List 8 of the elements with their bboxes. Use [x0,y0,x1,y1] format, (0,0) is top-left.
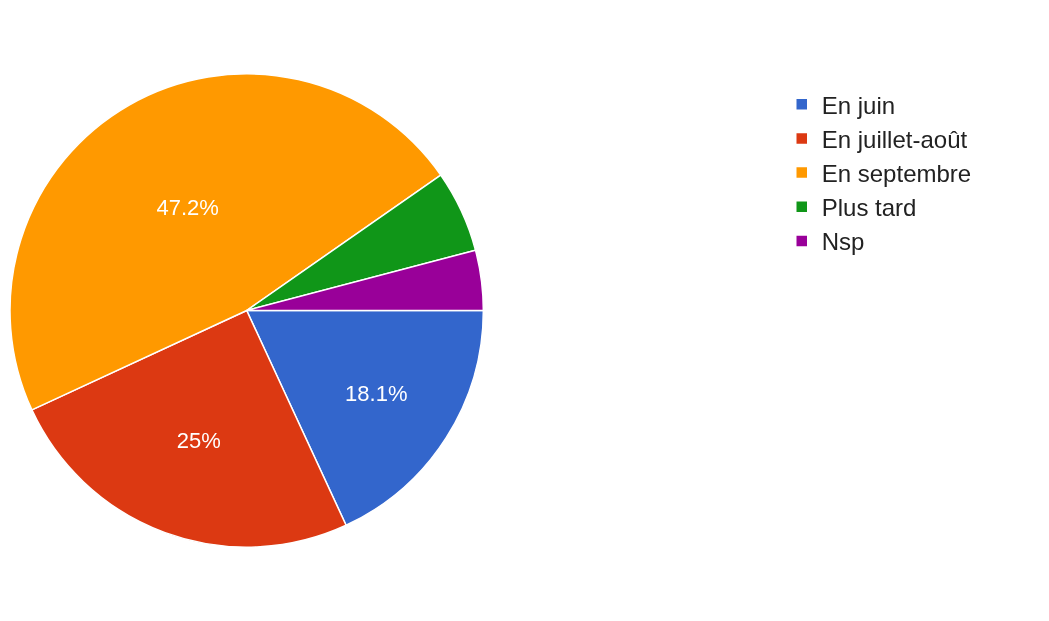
legend-label: En septembre [821,159,972,187]
data-label: 47.2% [156,195,219,221]
data-label: 25% [176,428,221,454]
data-label: 18.1% [345,380,408,406]
legend-label: Plus tard [821,194,917,222]
legend-label: Nsp [821,228,865,256]
legend-label: En juin [821,91,896,119]
legend-label: En juillet-août [821,125,968,153]
